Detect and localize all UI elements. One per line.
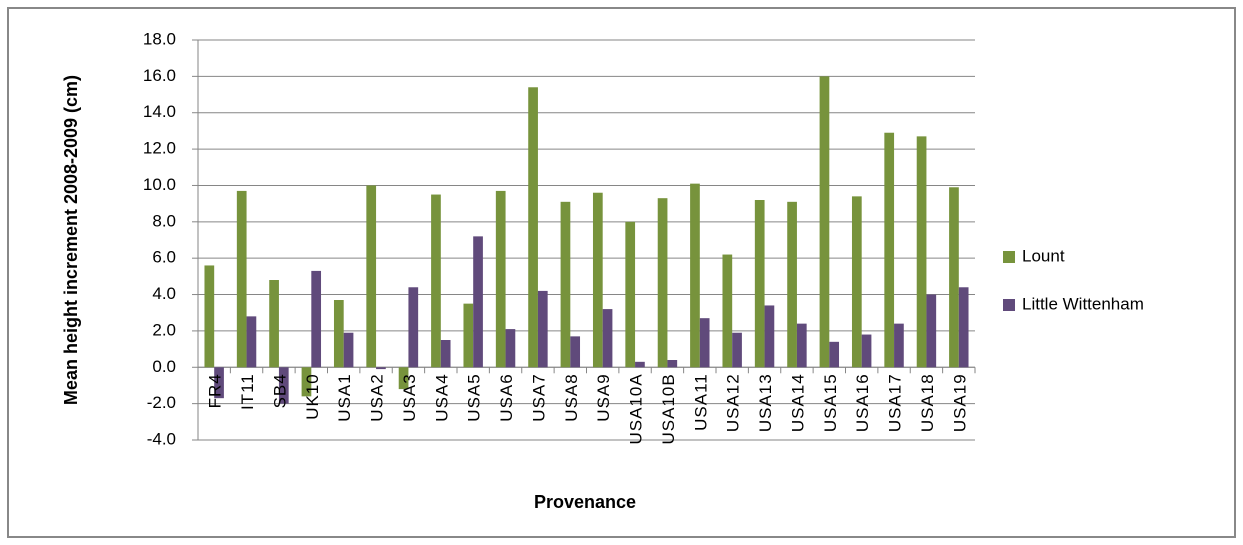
x-tick-label: USA15: [821, 373, 840, 432]
x-tick-label: USA17: [886, 373, 905, 432]
legend-label: Little Wittenham: [1022, 294, 1144, 313]
bar: [625, 221, 636, 368]
bar: [333, 300, 344, 368]
y-tick-label: 16.0: [143, 66, 176, 85]
x-tick-label: USA16: [853, 373, 872, 432]
bar: [884, 132, 895, 368]
bar: [851, 196, 862, 368]
bar: [440, 340, 451, 368]
x-tick-label: USA10B: [659, 373, 678, 444]
bar: [214, 367, 224, 399]
bar: [732, 332, 742, 368]
bar: [657, 198, 668, 368]
bar: [949, 187, 959, 368]
y-tick-label: 12.0: [143, 139, 176, 158]
bar: [528, 87, 538, 368]
bar: [667, 360, 678, 368]
bar: [796, 323, 807, 368]
bar: [376, 367, 386, 370]
bar: [495, 190, 506, 368]
x-tick-label: SB4: [270, 373, 289, 408]
x-tick-label: USA3: [400, 373, 419, 421]
y-tick-label: -2.0: [147, 393, 176, 412]
y-tick-label: 18.0: [143, 29, 176, 48]
bar: [592, 192, 603, 368]
bar: [602, 309, 613, 368]
x-tick-label: USA11: [691, 373, 710, 431]
x-tick-label: USA14: [788, 373, 807, 432]
bar: [560, 201, 571, 368]
bar: [398, 367, 409, 390]
y-tick-label: 2.0: [152, 320, 176, 339]
bar: [787, 201, 797, 368]
chart-border: [7, 7, 1236, 538]
x-tick-label: USA6: [497, 373, 516, 421]
y-tick-label: 0.0: [152, 357, 176, 376]
bar: [408, 287, 419, 368]
bar: [301, 367, 312, 397]
y-tick-label: 8.0: [152, 211, 176, 230]
bar: [343, 332, 354, 368]
bar: [829, 341, 840, 368]
x-tick-label: USA10A: [627, 373, 646, 444]
x-tick-label: USA2: [368, 373, 387, 421]
bar: [311, 270, 322, 368]
y-tick-label: 10.0: [143, 175, 176, 194]
bar: [246, 316, 257, 368]
y-tick-label: -4.0: [147, 429, 176, 448]
bar: [819, 76, 830, 368]
x-tick-label: USA7: [529, 373, 548, 421]
x-tick-label: UK10: [303, 373, 322, 420]
bar: [958, 287, 969, 368]
bar: [722, 254, 733, 368]
bar: [635, 361, 645, 368]
bar: [204, 265, 215, 368]
bar: [764, 305, 775, 368]
bar: [236, 190, 247, 368]
bar: [505, 329, 516, 368]
bar: [754, 200, 765, 368]
x-tick-label: USA5: [465, 373, 484, 421]
bar: [473, 236, 483, 368]
bar: [861, 334, 872, 368]
bar: [699, 318, 710, 368]
y-tick-label: 14.0: [143, 102, 176, 121]
legend-swatch: [1003, 251, 1015, 263]
bar: [690, 183, 700, 368]
legend-swatch: [1003, 299, 1015, 311]
x-tick-label: USA1: [335, 373, 354, 421]
x-tick-label: USA4: [432, 373, 451, 421]
x-tick-label: USA12: [724, 373, 743, 432]
x-tick-label: USA9: [594, 373, 613, 421]
bar: [366, 185, 377, 368]
x-tick-label: USA19: [950, 373, 969, 432]
x-tick-label: USA13: [756, 373, 775, 432]
bar: [916, 136, 927, 368]
bar: [537, 290, 548, 368]
x-tick-label: USA18: [918, 373, 937, 432]
x-axis-title: Provenance: [534, 492, 636, 512]
bar: [463, 303, 474, 368]
bar: [894, 323, 904, 368]
x-tick-label: IT11: [238, 373, 257, 410]
bar: [278, 367, 289, 404]
legend-label: Lount: [1022, 246, 1065, 265]
x-tick-label: USA8: [562, 373, 581, 421]
y-tick-label: 4.0: [152, 284, 176, 303]
bar: [926, 294, 937, 368]
x-tick-label: FR4: [206, 373, 225, 408]
y-tick-label: 6.0: [152, 248, 176, 267]
bar: [431, 194, 441, 368]
y-axis-title: Mean height increment 2008-2009 (cm): [61, 75, 81, 405]
bar: [570, 336, 581, 368]
bar: [269, 280, 279, 368]
